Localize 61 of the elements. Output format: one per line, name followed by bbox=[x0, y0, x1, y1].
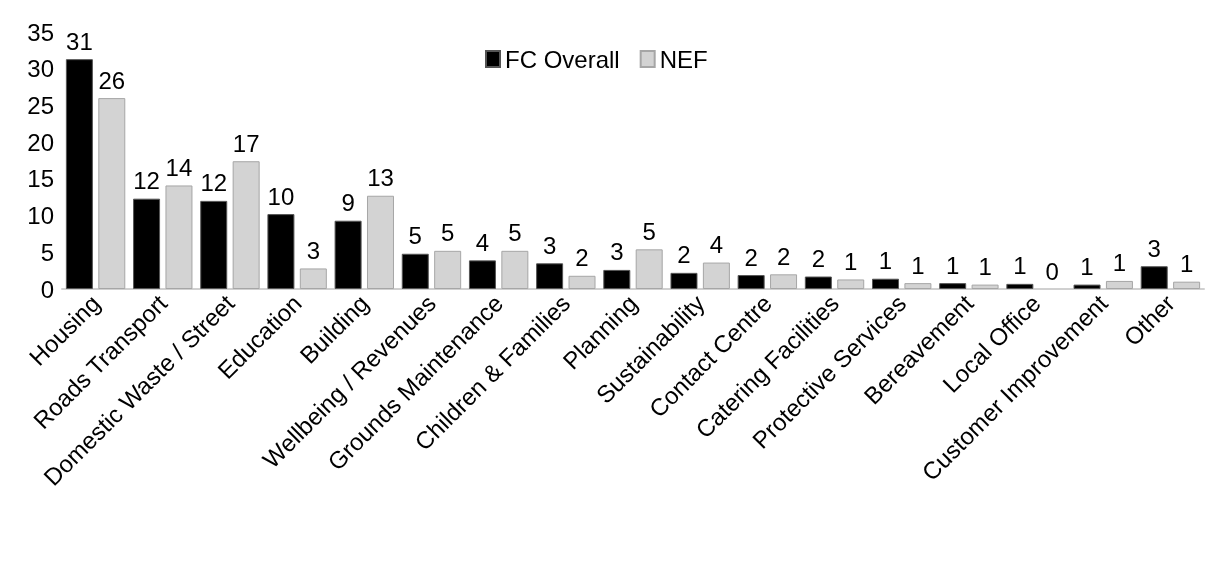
data-label: 1 bbox=[911, 251, 925, 279]
bar bbox=[737, 275, 765, 289]
y-tick-label: 10 bbox=[27, 202, 54, 230]
data-label: 5 bbox=[508, 219, 522, 247]
data-label: 5 bbox=[408, 222, 422, 250]
y-tick-label: 35 bbox=[27, 18, 54, 46]
bar bbox=[1073, 284, 1101, 289]
legend-label: FC Overall bbox=[505, 45, 620, 73]
bar bbox=[804, 276, 832, 289]
bar bbox=[267, 214, 295, 289]
data-label: 2 bbox=[811, 245, 826, 273]
y-tick-label: 0 bbox=[40, 275, 54, 303]
data-label: 2 bbox=[575, 244, 589, 272]
bar bbox=[536, 263, 564, 289]
y-tick-label: 15 bbox=[27, 165, 54, 193]
bar bbox=[65, 59, 93, 289]
data-label: 2 bbox=[677, 241, 691, 269]
data-label: 1 bbox=[1179, 250, 1194, 278]
data-label: 1 bbox=[878, 247, 893, 275]
y-tick-label: 20 bbox=[27, 128, 54, 156]
data-label: 4 bbox=[709, 231, 724, 259]
bar bbox=[133, 198, 161, 289]
bar bbox=[872, 278, 900, 289]
data-label: 13 bbox=[367, 164, 394, 192]
bar bbox=[670, 272, 698, 289]
bar bbox=[1140, 266, 1168, 289]
y-tick-label: 30 bbox=[27, 55, 54, 83]
data-label: 31 bbox=[66, 27, 93, 55]
data-label: 1 bbox=[1013, 252, 1027, 280]
data-label: 3 bbox=[1147, 234, 1161, 262]
data-label: 1 bbox=[946, 251, 960, 279]
data-label: 4 bbox=[475, 228, 490, 256]
data-label: 12 bbox=[200, 169, 228, 197]
data-label: 0 bbox=[1045, 257, 1059, 285]
data-label: 14 bbox=[165, 153, 193, 181]
data-label: 3 bbox=[542, 231, 557, 259]
data-label: 17 bbox=[232, 129, 260, 157]
legend-label: NEF bbox=[659, 45, 708, 73]
bar bbox=[468, 260, 496, 289]
bar bbox=[939, 283, 967, 289]
bar bbox=[1006, 283, 1034, 289]
data-label: 3 bbox=[306, 236, 320, 264]
bar bbox=[334, 220, 362, 289]
data-label: 1 bbox=[978, 253, 992, 281]
data-label: 2 bbox=[744, 243, 758, 271]
data-label: 1 bbox=[844, 247, 858, 275]
data-label: 1 bbox=[1112, 249, 1127, 277]
data-label: 10 bbox=[267, 182, 295, 210]
data-label: 5 bbox=[642, 217, 656, 245]
y-tick-label: 25 bbox=[27, 91, 54, 119]
data-label: 5 bbox=[440, 219, 455, 247]
data-label: 2 bbox=[776, 242, 791, 270]
bar bbox=[603, 269, 631, 289]
data-label: 1 bbox=[1080, 253, 1094, 281]
data-label: 26 bbox=[98, 66, 126, 94]
bar bbox=[401, 253, 429, 289]
y-tick-label: 5 bbox=[40, 238, 54, 266]
data-label: 9 bbox=[341, 189, 355, 217]
bar bbox=[200, 200, 228, 289]
data-label: 3 bbox=[610, 238, 624, 266]
data-label: 12 bbox=[133, 167, 160, 195]
